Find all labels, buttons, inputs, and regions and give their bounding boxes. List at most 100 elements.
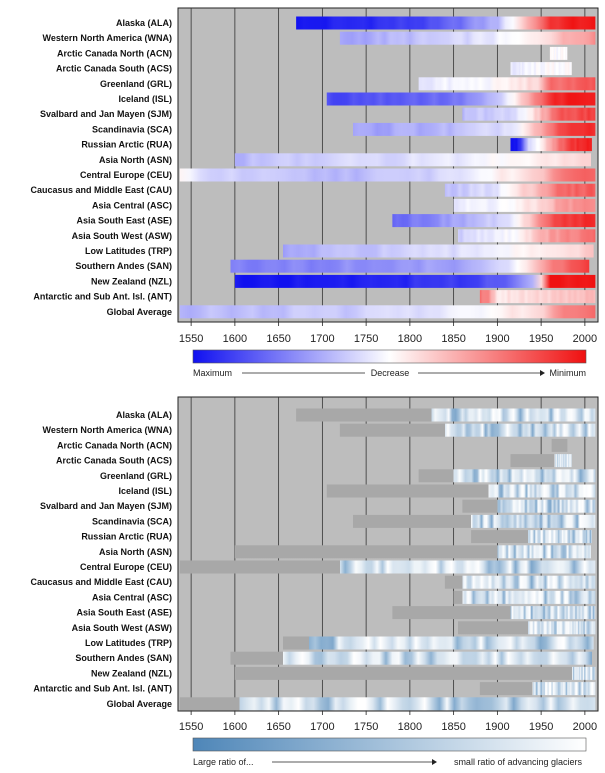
heat-bar [551,438,568,452]
x-tick-label: 1550 [179,721,203,733]
heat-bar [179,697,596,711]
heat-bar [453,590,596,604]
x-tick-label: 1800 [398,721,422,733]
x-tick-label: 2000 [573,333,597,345]
heat-bar [179,560,596,574]
region-label: Antarctic and Sub Ant. Isl. (ANT) [33,292,172,302]
heat-bar [510,138,592,152]
heat-bar [353,514,596,528]
heat-bar [462,107,596,121]
heat-bar [234,666,596,680]
region-label: Scandinavia (SCA) [92,124,172,134]
x-tick-label: 1550 [179,333,203,345]
region-label: Central Europe (CEU) [80,562,172,572]
heat-bar [458,229,596,243]
x-tick-label: 1850 [441,721,465,733]
region-label: Asia Central (ASC) [92,200,172,210]
region-label: Asia North (ASN) [99,155,172,165]
heat-bar [296,16,596,30]
heat-bar [339,31,596,45]
heat-bar [234,153,591,167]
region-label: Arctic Canada South (ACS) [56,64,172,74]
heat-bar [444,575,596,589]
heat-bar [326,484,596,498]
region-label: Alaska (ALA) [116,18,172,28]
region-label: Global Average [107,699,172,709]
colorbar-center-label: Decrease [371,368,410,378]
region-label: Asia South West (ASW) [72,231,172,241]
region-label: Low Latitudes (TRP) [85,638,172,648]
heat-bar [479,682,596,696]
colorbar [192,349,587,364]
x-tick-label: 1700 [310,333,334,345]
heat-bar [418,469,596,483]
heat-bar [510,454,572,468]
region-label: Svalbard and Jan Mayen (SJM) [40,109,172,119]
heat-bar [471,530,592,544]
heat-bar [458,621,596,635]
x-tick-label: 1950 [529,333,553,345]
heat-bar [179,305,596,319]
x-tick-label: 1650 [266,333,290,345]
advance-ratio-heatmap-panel: Alaska (ALA) Western North America (WNA) A… [30,396,599,767]
colorbar [192,737,587,752]
region-label: Asia South East (ASE) [76,608,172,618]
region-label: Svalbard and Jan Mayen (SJM) [40,501,172,511]
region-label: Greenland (GRL) [100,471,172,481]
heat-bar [353,122,596,136]
region-label: Russian Arctic (RUA) [81,140,172,150]
region-label: Iceland (ISL) [118,486,172,496]
x-tick-label: 1950 [529,721,553,733]
region-label: Scandinavia (SCA) [92,516,172,526]
heat-bar [392,606,596,620]
heat-bar [510,62,572,76]
region-label: Southern Andes (SAN) [75,261,172,271]
region-label: Greenland (GRL) [100,79,172,89]
heat-bar [283,244,594,258]
region-label: Western North America (WNA) [42,33,172,43]
x-tick-label: 1800 [398,333,422,345]
region-label: Southern Andes (SAN) [75,653,172,663]
region-label: Arctic Canada North (ACN) [57,440,172,450]
x-tick-label: 1700 [310,721,334,733]
heat-bar [326,92,596,106]
colorbar-right-label: Minimum [549,368,586,378]
x-tick-label: 1650 [266,721,290,733]
x-tick-label: 1600 [223,721,247,733]
region-label: Asia North (ASN) [99,547,172,557]
region-label: Asia South East (ASE) [76,216,172,226]
region-label: New Zealand (NZL) [91,276,172,286]
x-tick-label: 1900 [485,721,509,733]
heat-bar [392,214,596,228]
heat-bar [549,46,568,60]
heat-bar [234,274,596,288]
heat-bar [418,77,596,91]
heat-bar [339,423,596,437]
colorbar-arrowhead [432,759,437,765]
colorbar-left-label: Large ratio of... [193,757,254,767]
region-label: Asia Central (ASC) [92,592,172,602]
x-tick-label: 1600 [223,333,247,345]
region-label: Asia South West (ASW) [72,623,172,633]
region-label: Alaska (ALA) [116,410,172,420]
x-tick-label: 1750 [354,333,378,345]
heat-bar [230,259,590,273]
region-label: Caucasus and Middle East (CAU) [30,185,172,195]
x-tick-label: 2000 [573,721,597,733]
region-label: Russian Arctic (RUA) [81,532,172,542]
colorbar-right-label: small ratio of advancing glaciers [454,757,583,767]
region-label: New Zealand (NZL) [91,668,172,678]
heat-bar [444,183,596,197]
region-label: Global Average [107,307,172,317]
x-tick-label: 1750 [354,721,378,733]
colorbar-left-label: Maximum [193,368,232,378]
heat-bar [230,651,592,665]
region-label: Central Europe (CEU) [80,170,172,180]
region-label: Arctic Canada North (ACN) [57,48,172,58]
heat-bar [234,545,591,559]
heat-bar [283,636,594,650]
region-label: Arctic Canada South (ACS) [56,456,172,466]
heat-bar [296,408,596,422]
decrease-heatmap-panel: Alaska (ALA) Western North America (WNA) A… [30,7,599,378]
